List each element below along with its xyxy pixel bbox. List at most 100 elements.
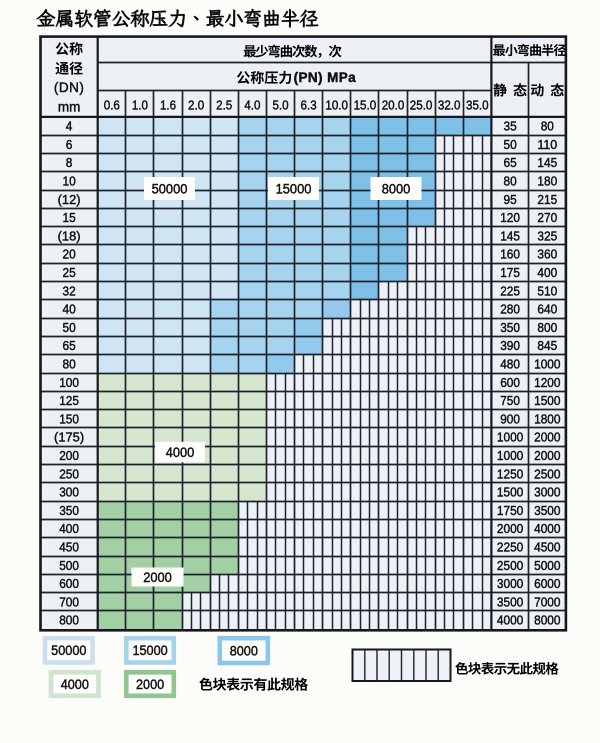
svg-text:150: 150 — [59, 411, 79, 426]
svg-text:32.0: 32.0 — [438, 97, 461, 112]
svg-text:300: 300 — [59, 485, 79, 500]
svg-text:(18): (18) — [58, 228, 81, 243]
svg-text:280: 280 — [500, 302, 520, 317]
svg-text:2000: 2000 — [534, 448, 560, 463]
svg-text:325: 325 — [537, 228, 557, 243]
svg-text:50: 50 — [63, 320, 76, 335]
svg-text:10: 10 — [63, 174, 76, 189]
svg-text:50: 50 — [504, 137, 517, 152]
svg-text:125: 125 — [59, 393, 79, 408]
svg-text:8000: 8000 — [382, 180, 411, 196]
svg-text:10.0: 10.0 — [325, 97, 348, 112]
svg-text:4500: 4500 — [534, 540, 560, 555]
svg-text:4: 4 — [66, 119, 73, 134]
svg-text:4000: 4000 — [497, 613, 523, 628]
svg-text:215: 215 — [537, 192, 557, 207]
svg-text:390: 390 — [500, 338, 520, 353]
svg-text:2500: 2500 — [534, 466, 560, 481]
svg-text:400: 400 — [537, 265, 557, 280]
svg-text:(DN): (DN) — [54, 80, 85, 95]
svg-text:6000: 6000 — [534, 576, 560, 591]
svg-text:3000: 3000 — [534, 485, 560, 500]
svg-text:270: 270 — [537, 210, 557, 225]
svg-text:200: 200 — [59, 448, 79, 463]
svg-text:100: 100 — [59, 375, 79, 390]
svg-text:95: 95 — [504, 192, 517, 207]
svg-text:175: 175 — [500, 265, 520, 280]
svg-text:360: 360 — [537, 247, 557, 262]
svg-text:15: 15 — [63, 210, 76, 225]
svg-text:510: 510 — [537, 283, 557, 298]
svg-text:(PN) MPa: (PN) MPa — [294, 70, 357, 85]
svg-text:20: 20 — [63, 247, 76, 262]
svg-text:6: 6 — [66, 137, 73, 152]
svg-text:4000: 4000 — [166, 444, 195, 460]
svg-text:25.0: 25.0 — [410, 97, 433, 112]
svg-text:3000: 3000 — [497, 576, 523, 591]
svg-text:2.5: 2.5 — [216, 97, 232, 112]
svg-text:3500: 3500 — [534, 503, 560, 518]
svg-text:640: 640 — [537, 302, 557, 317]
svg-text:400: 400 — [59, 521, 79, 536]
svg-text:2.0: 2.0 — [188, 97, 204, 112]
svg-text:450: 450 — [59, 540, 79, 555]
svg-text:800: 800 — [59, 613, 79, 628]
svg-text:1000: 1000 — [497, 448, 523, 463]
svg-text:1000: 1000 — [534, 357, 560, 372]
svg-text:mm: mm — [58, 100, 81, 115]
svg-text:80: 80 — [541, 119, 554, 134]
svg-text:180: 180 — [537, 174, 557, 189]
svg-text:250: 250 — [59, 466, 79, 481]
svg-text:65: 65 — [63, 338, 76, 353]
svg-text:8000: 8000 — [230, 643, 258, 658]
svg-text:35.0: 35.0 — [466, 97, 489, 112]
svg-text:7000: 7000 — [534, 594, 560, 609]
svg-text:20.0: 20.0 — [382, 97, 405, 112]
svg-text:80: 80 — [63, 357, 76, 372]
svg-text:8: 8 — [66, 155, 73, 170]
svg-text:4.0: 4.0 — [244, 97, 260, 112]
svg-text:2000: 2000 — [136, 677, 164, 692]
svg-text:1200: 1200 — [534, 375, 560, 390]
svg-text:4000: 4000 — [534, 521, 560, 536]
svg-text:5.0: 5.0 — [272, 97, 288, 112]
svg-text:15000: 15000 — [276, 180, 312, 196]
svg-text:2000: 2000 — [497, 521, 523, 536]
svg-text:350: 350 — [59, 503, 79, 518]
svg-text:225: 225 — [500, 283, 520, 298]
svg-text:25: 25 — [63, 265, 76, 280]
svg-text:800: 800 — [537, 320, 557, 335]
svg-text:1800: 1800 — [534, 411, 560, 426]
svg-text:65: 65 — [504, 155, 517, 170]
svg-text:80: 80 — [504, 174, 517, 189]
svg-text:600: 600 — [59, 576, 79, 591]
svg-text:1500: 1500 — [534, 393, 560, 408]
svg-text:145: 145 — [537, 155, 557, 170]
svg-text:0.6: 0.6 — [104, 97, 120, 112]
svg-text:(175): (175) — [54, 430, 84, 445]
svg-text:120: 120 — [500, 210, 520, 225]
svg-text:35: 35 — [504, 119, 517, 134]
svg-text:1.0: 1.0 — [132, 97, 148, 112]
svg-text:1250: 1250 — [497, 466, 523, 481]
svg-text:1500: 1500 — [497, 485, 523, 500]
svg-text:160: 160 — [500, 247, 520, 262]
svg-text:845: 845 — [537, 338, 557, 353]
svg-text:(12): (12) — [58, 192, 81, 207]
svg-text:900: 900 — [500, 411, 520, 426]
svg-text:1750: 1750 — [497, 503, 523, 518]
svg-text:2000: 2000 — [534, 430, 560, 445]
svg-text:8000: 8000 — [534, 613, 560, 628]
svg-text:145: 145 — [500, 228, 520, 243]
svg-text:6.3: 6.3 — [301, 97, 317, 112]
svg-text:5000: 5000 — [534, 558, 560, 573]
svg-text:32: 32 — [63, 283, 76, 298]
svg-text:3500: 3500 — [497, 594, 523, 609]
svg-text:4000: 4000 — [61, 677, 89, 692]
svg-text:350: 350 — [500, 320, 520, 335]
svg-text:40: 40 — [63, 302, 76, 317]
svg-text:15.0: 15.0 — [354, 97, 377, 112]
svg-text:1.6: 1.6 — [160, 97, 176, 112]
svg-text:700: 700 — [59, 594, 79, 609]
svg-text:750: 750 — [500, 393, 520, 408]
